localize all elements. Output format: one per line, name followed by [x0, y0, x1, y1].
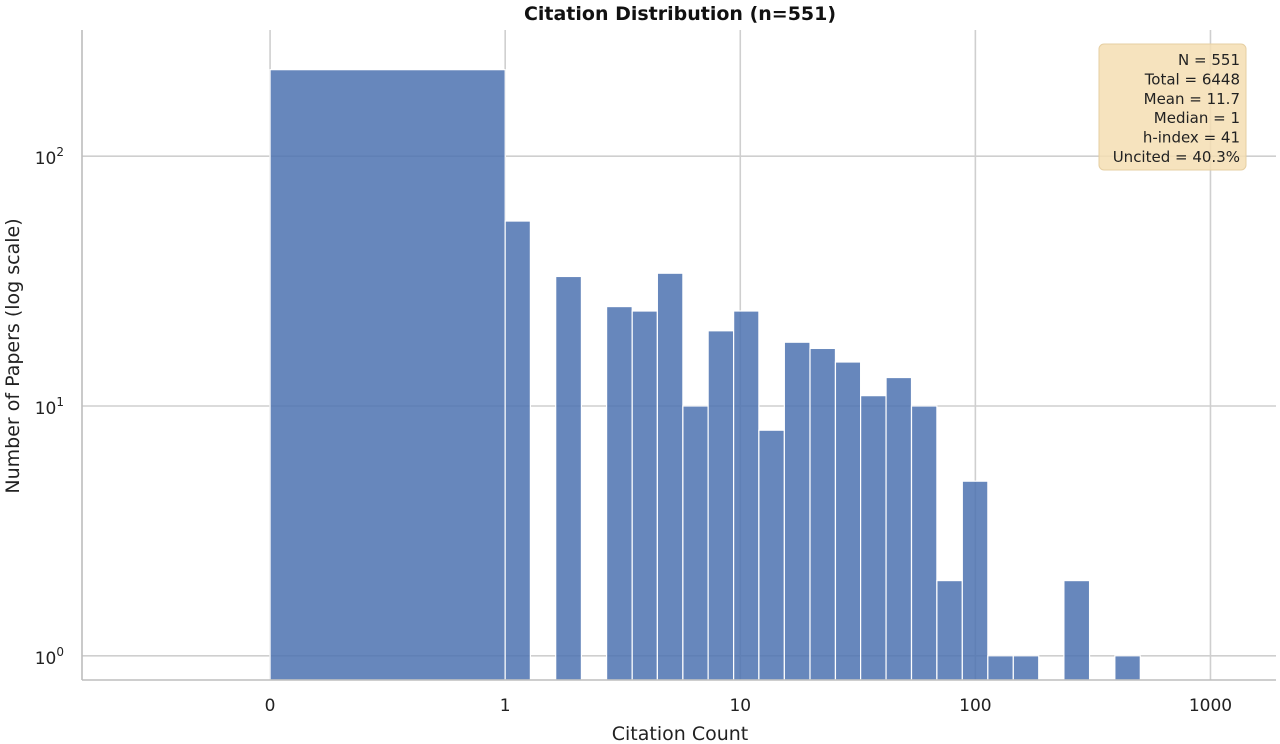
y-tick-label-1e1: 101: [35, 395, 64, 419]
histogram-bar: [269, 69, 506, 681]
stats-line: h-index = 41: [1143, 129, 1240, 147]
histogram-bar: [656, 272, 684, 681]
histogram-bar: [758, 429, 785, 681]
y-tick-label-1e0: 100: [35, 645, 64, 669]
histogram-bar: [504, 220, 531, 681]
histogram-bar: [555, 275, 583, 681]
histogram-bar: [682, 405, 709, 681]
histogram-bar: [1114, 655, 1141, 681]
histogram-bar: [783, 341, 811, 681]
x-tick-label-100: 100: [959, 696, 991, 716]
x-tick-label-0: 0: [265, 696, 276, 716]
x-tick-labels: 0 1 10 100 1000: [265, 696, 1232, 716]
stats-line: N = 551: [1178, 51, 1240, 69]
chart-title: Citation Distribution (n=551): [524, 3, 836, 25]
spines-layer: [81, 30, 1276, 681]
y-axis-label: Number of Papers (log scale): [2, 218, 24, 493]
histogram-bar: [1012, 655, 1040, 681]
x-axis-label: Citation Count: [612, 723, 749, 744]
x-tick-label-10: 10: [729, 696, 751, 716]
stats-line: Mean = 11.7: [1144, 90, 1240, 108]
histogram-bar: [936, 579, 963, 681]
histogram-bar: [631, 310, 658, 681]
y-tick-label-1e2: 102: [35, 145, 64, 169]
histogram-bar: [733, 310, 760, 681]
histogram-bar: [605, 305, 633, 681]
histogram-bar: [860, 395, 887, 681]
x-tick-label-1: 1: [500, 696, 511, 716]
stats-line: Median = 1: [1154, 109, 1240, 127]
stats-line: Uncited = 40.3%: [1113, 148, 1240, 166]
histogram-bar: [885, 376, 913, 681]
y-tick-labels: 100 101 102: [35, 145, 64, 669]
stats-line: Total = 6448: [1144, 70, 1240, 88]
histogram-bar: [707, 330, 735, 681]
bars-layer: [269, 69, 1141, 681]
histogram-bar: [961, 480, 989, 681]
histogram-bar: [834, 361, 862, 681]
histogram-bar: [987, 655, 1014, 681]
histogram-bar: [809, 347, 837, 681]
histogram-bar: [1063, 579, 1091, 681]
histogram-bar: [910, 405, 938, 681]
stats-box-background: [1098, 43, 1247, 171]
x-tick-label-1000: 1000: [1189, 696, 1232, 716]
